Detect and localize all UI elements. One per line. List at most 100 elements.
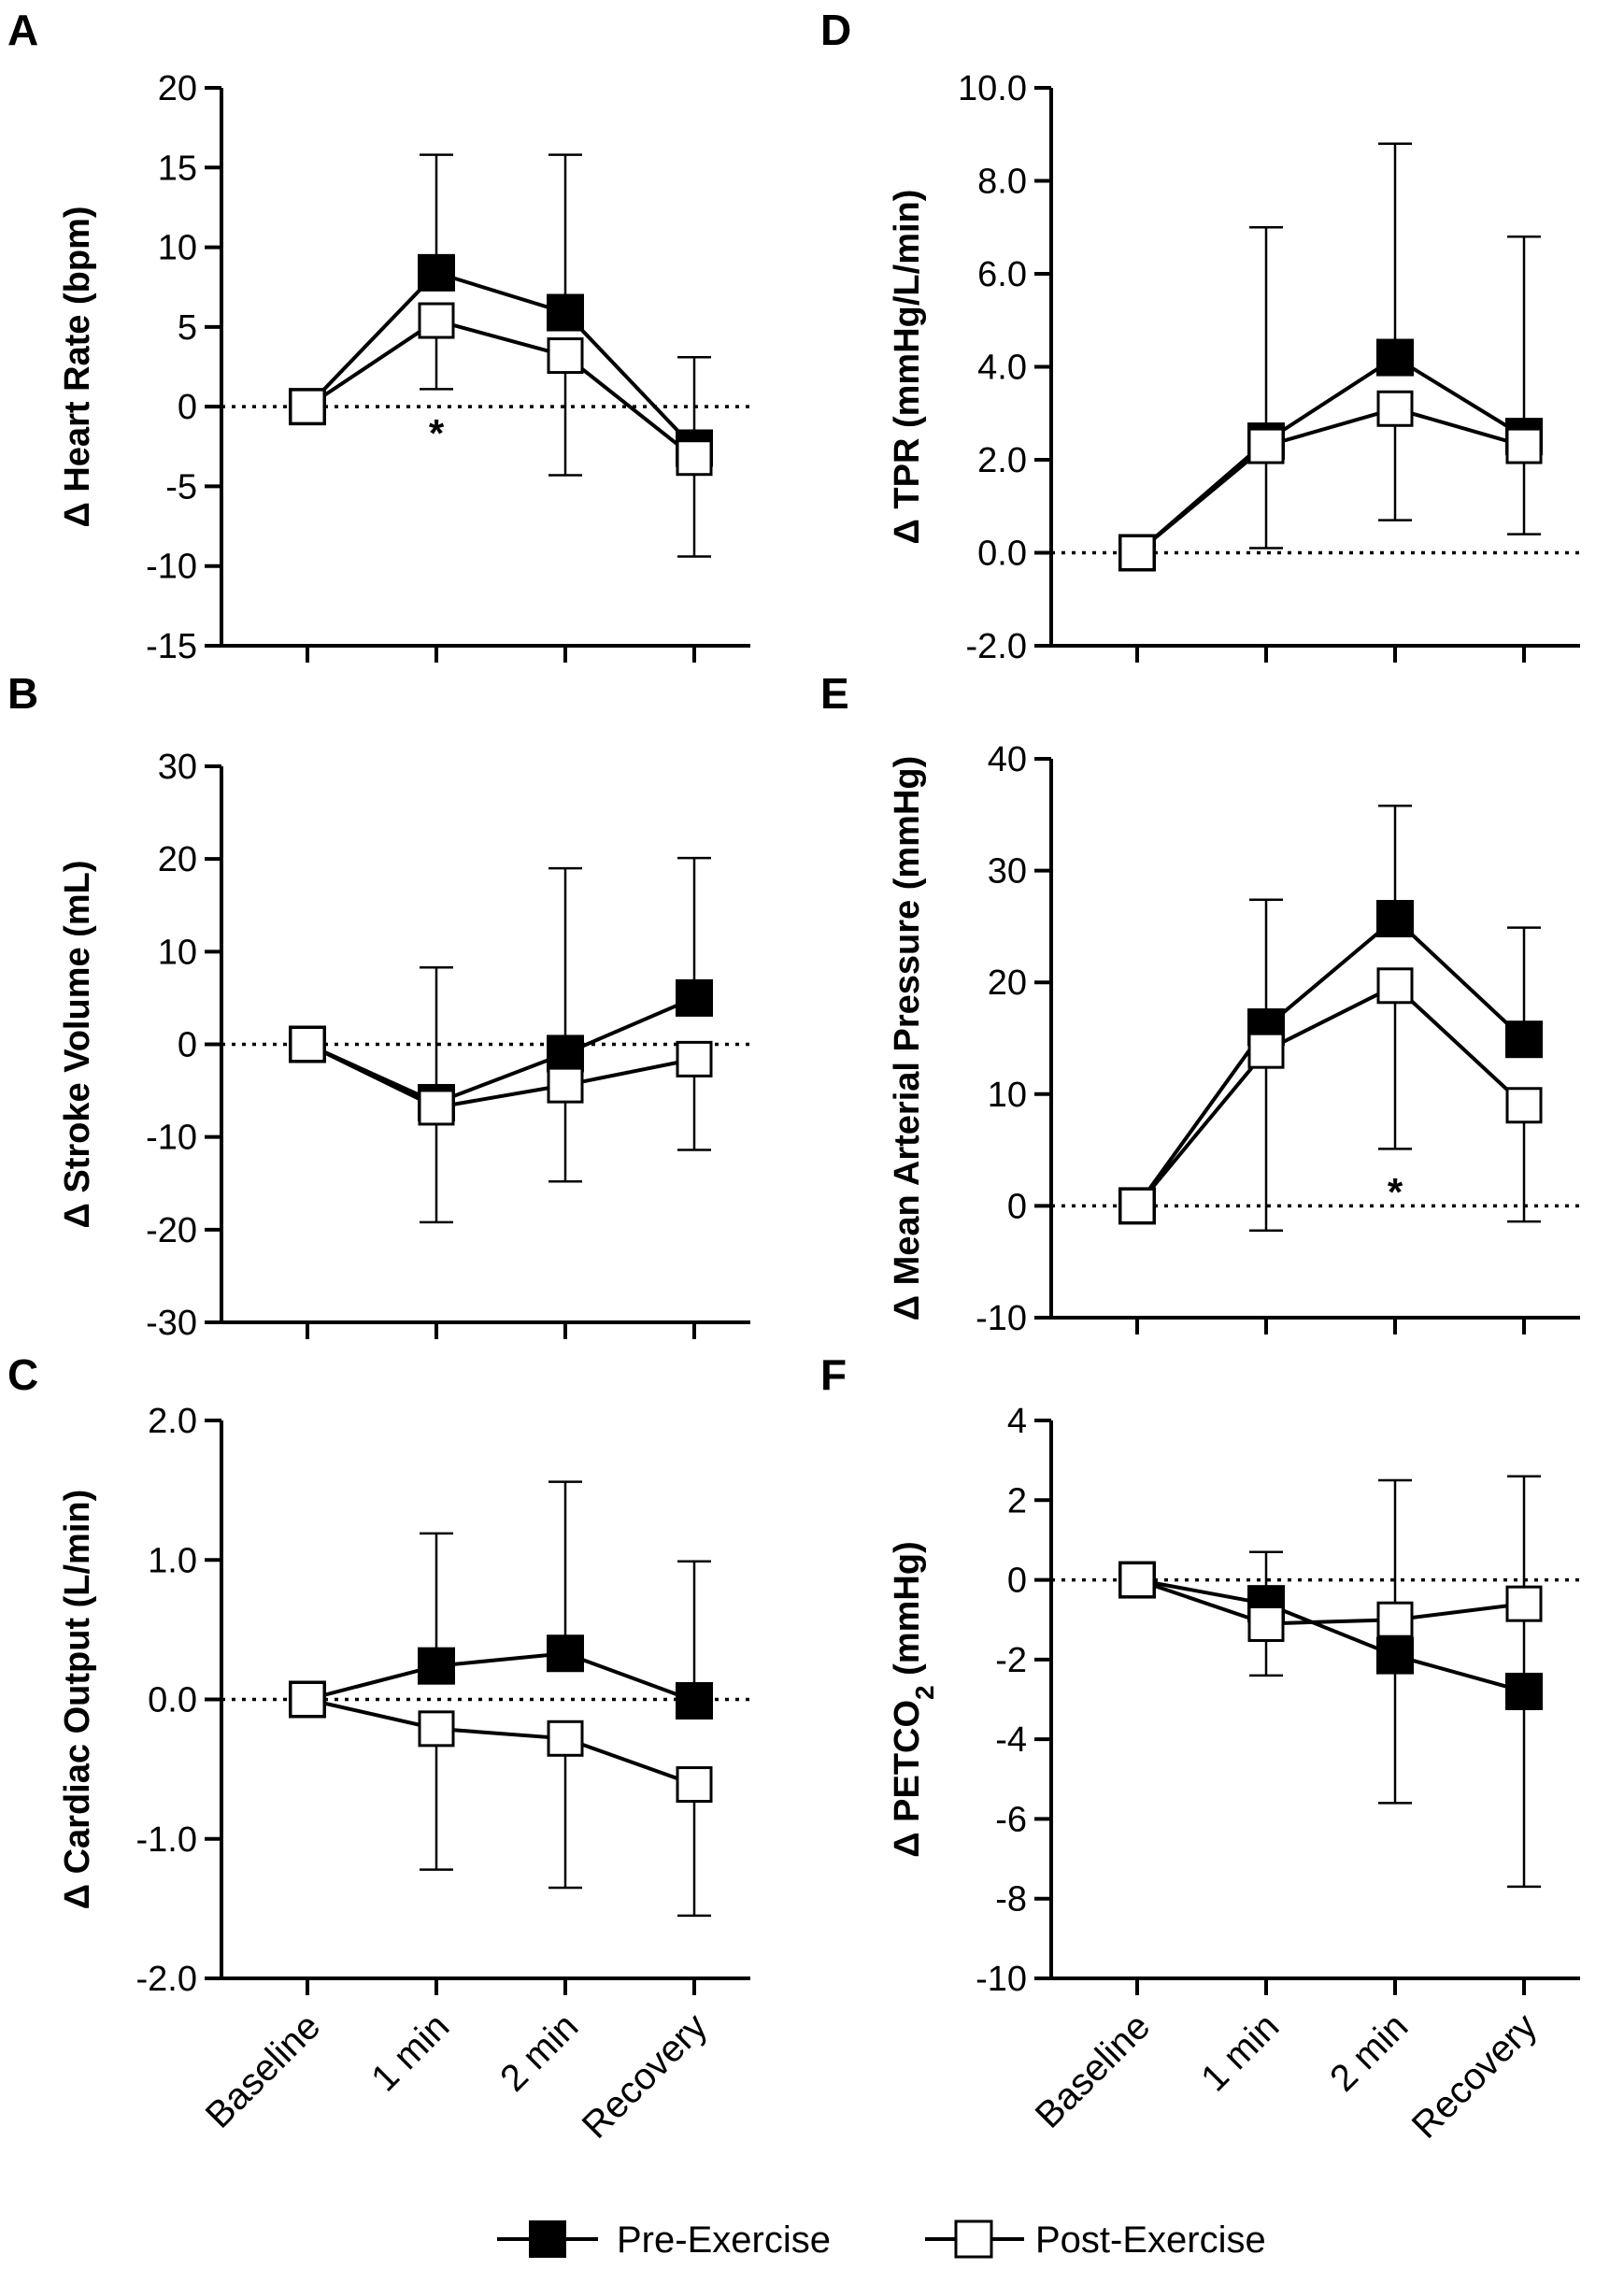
post-exercise-point <box>418 302 455 339</box>
post-exercise-point <box>1118 1562 1156 1599</box>
pre-exercise-line <box>306 996 695 1106</box>
panel-e: E 40 30 20 10 0 -10 Δ Mean Arterial Pressure (m… <box>820 669 1580 1338</box>
y-axis-label: Δ Stroke Volume (mL) <box>58 861 97 1229</box>
y-tick-label: -10 <box>146 1119 197 1158</box>
legend-pre-marker <box>529 2220 566 2258</box>
y-tick-label: 10 <box>158 229 197 268</box>
post-exercise-point <box>1505 1585 1543 1622</box>
panel-letter: A <box>7 6 38 54</box>
panel-letter: C <box>7 1350 38 1399</box>
y-tick-label: 10 <box>158 933 197 972</box>
pre-exercise-point <box>418 253 455 292</box>
y-tick-label: -2 <box>995 1641 1027 1680</box>
legend-post-label: Post-Exercise <box>1035 2219 1266 2261</box>
post-exercise-point <box>676 439 713 477</box>
y-tick-label: 4.0 <box>977 349 1027 388</box>
post-exercise-point <box>1376 390 1414 427</box>
post-exercise-point <box>418 1710 455 1748</box>
pre-exercise-point <box>418 1647 455 1685</box>
y-tick-label: 0 <box>1007 1562 1027 1601</box>
pre-exercise-line <box>306 270 696 450</box>
post-exercise-point <box>676 1766 713 1804</box>
pre-exercise-line <box>1136 1577 1525 1693</box>
legend-pre-label: Pre-Exercise <box>617 2219 831 2261</box>
y-tick-label: 0.0 <box>977 535 1027 574</box>
x-tick-label: 1 min <box>363 2005 457 2099</box>
y-axis-label-subscript: 2 <box>910 1685 939 1700</box>
y-axis-label: Δ PETCO2 (mmHg) <box>888 1541 939 1857</box>
legend-post-marker <box>954 2219 993 2259</box>
significance-marker: * <box>429 411 445 455</box>
x-tick-label: Baseline <box>198 2005 329 2136</box>
legend: Pre-Exercise Post-Exercise <box>497 2219 1266 2261</box>
x-tick-label: Recovery <box>1404 2005 1546 2147</box>
post-exercise-point <box>547 337 584 375</box>
x-tick-label: Baseline <box>1028 2005 1159 2136</box>
post-exercise-point <box>547 1720 584 1757</box>
y-tick-label: 0 <box>178 388 197 427</box>
post-exercise-point <box>1505 427 1543 464</box>
significance-marker: * <box>1388 1170 1403 1214</box>
y-tick-label: -10 <box>976 1960 1027 1999</box>
y-axis-label: Δ Heart Rate (bpm) <box>58 206 97 527</box>
pre-exercise-point <box>1505 1672 1543 1710</box>
post-exercise-point <box>1118 535 1156 571</box>
y-tick-label: 10 <box>988 1076 1027 1115</box>
y-tick-label: -8 <box>995 1880 1027 1919</box>
panel-f: F 4 2 0 -2 -4 -6 -8 -10 Δ PETCO2 (mmHg) Baseline 1 … <box>820 1350 1580 2147</box>
y-tick-label: 0 <box>1007 1187 1027 1226</box>
y-tick-label: 2.0 <box>148 1402 197 1441</box>
post-exercise-point <box>1376 1601 1414 1638</box>
x-tick-label: 2 min <box>1322 2005 1416 2099</box>
y-tick-label: -15 <box>146 627 197 666</box>
post-exercise-line <box>306 1697 695 1787</box>
pre-exercise-line <box>1135 916 1526 1207</box>
post-exercise-line <box>1135 983 1526 1207</box>
y-axis-label-unit: (mmHg) <box>888 1541 927 1685</box>
x-tick-label: 2 min <box>492 2005 586 2099</box>
panel-c: C 2.0 1.0 0.0 -1.0 -2.0 Δ Cardiac Output (L/mi… <box>7 1350 750 2147</box>
pre-exercise-point <box>1376 900 1414 938</box>
post-exercise-point <box>1247 1605 1285 1642</box>
y-axis-label: Δ TPR (mmHg/L/min) <box>888 190 927 545</box>
post-exercise-point <box>1505 1087 1543 1124</box>
pre-exercise-point <box>547 293 584 332</box>
y-tick-label: 1.0 <box>148 1541 197 1580</box>
y-tick-label: -20 <box>146 1211 197 1250</box>
y-tick-label: 30 <box>158 748 197 787</box>
y-tick-label: 2.0 <box>977 441 1027 480</box>
post-exercise-line <box>306 318 696 460</box>
post-exercise-point <box>289 1026 326 1063</box>
panel-letter: D <box>820 6 851 54</box>
y-tick-label: -2.0 <box>966 627 1027 666</box>
panel-letter: E <box>820 669 849 718</box>
post-exercise-point <box>1118 1187 1156 1224</box>
panel-letter: B <box>7 669 38 718</box>
y-tick-label: -4 <box>995 1720 1027 1760</box>
panel-letter: F <box>820 1350 847 1399</box>
panel-b: B 30 20 10 0 -10 -20 -30 Δ Stroke Volume (mL) <box>7 669 750 1343</box>
y-tick-label: 2 <box>1007 1481 1027 1520</box>
pre-exercise-point <box>676 978 713 1017</box>
y-tick-label: 30 <box>988 852 1027 892</box>
y-tick-label: 20 <box>158 69 197 108</box>
post-exercise-line <box>306 1042 695 1110</box>
post-exercise-point <box>289 388 326 425</box>
y-tick-label: 0 <box>178 1026 197 1065</box>
y-tick-label: 40 <box>988 740 1027 779</box>
y-tick-label: 20 <box>988 963 1027 1003</box>
post-exercise-point <box>676 1040 713 1077</box>
y-tick-label: -30 <box>146 1304 197 1343</box>
panel-a: A 20 15 10 5 0 -5 -10 -15 Δ Heart Rate (bpm) * <box>7 6 750 666</box>
y-tick-label: 15 <box>158 149 197 188</box>
y-tick-label: 20 <box>158 840 197 879</box>
pre-exercise-point <box>676 1681 713 1720</box>
pre-exercise-point <box>1376 338 1414 377</box>
pre-exercise-point <box>1505 1020 1543 1059</box>
y-tick-label: -10 <box>976 1299 1027 1338</box>
post-exercise-point <box>547 1066 584 1104</box>
post-exercise-point <box>418 1089 455 1126</box>
x-tick-label: Recovery <box>575 2005 716 2147</box>
